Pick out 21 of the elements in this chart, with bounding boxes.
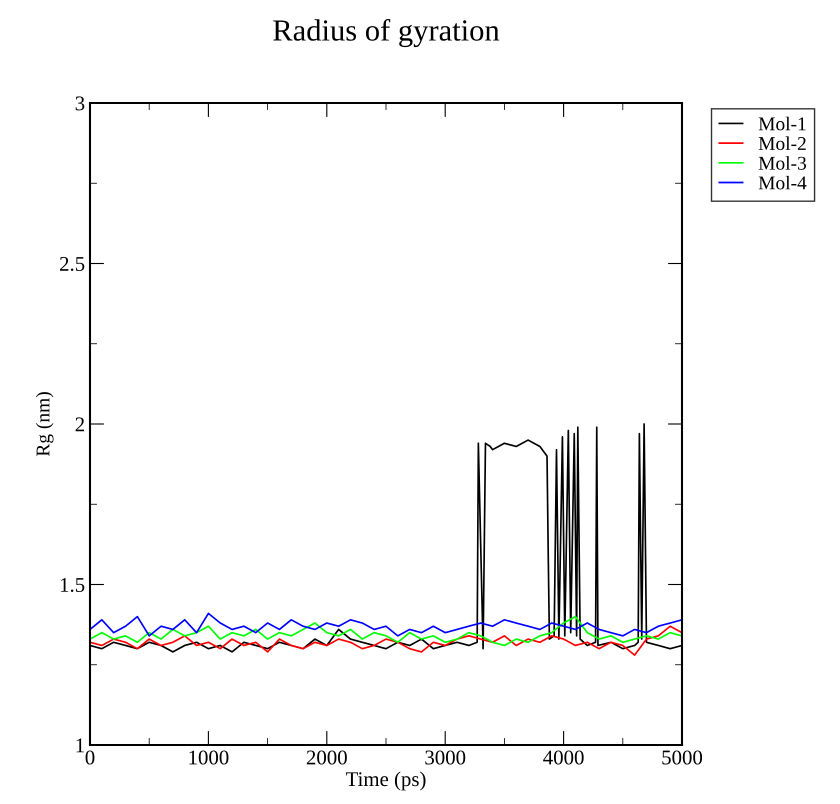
line-series — [90, 625, 682, 656]
x-axis-title: Time (ps) — [346, 772, 426, 790]
x-tick-label: 0 — [86, 750, 94, 765]
legend-label: Mol-3 — [758, 156, 806, 170]
y-tick-label: 2.5 — [60, 256, 84, 272]
chart-title: Radius of gyration — [273, 18, 500, 48]
x-tick-label: 5000 — [662, 750, 702, 765]
y-axis-title: Rg (nm) — [36, 392, 54, 456]
x-tick-label: 1000 — [189, 750, 228, 765]
legend-label: Mol-2 — [758, 136, 806, 150]
legend-label: Mol-1 — [758, 116, 806, 130]
x-tick-label: 3000 — [425, 750, 466, 765]
x-tick-label: 2000 — [306, 750, 347, 765]
x-tick-label: 4000 — [543, 750, 584, 765]
y-tick-label: 1 — [76, 738, 84, 752]
legend-label: Mol-4 — [758, 176, 806, 190]
y-tick-label: 1.5 — [60, 578, 84, 592]
y-tick-label: 2 — [76, 417, 84, 432]
y-tick-label: 3 — [76, 96, 84, 110]
line-series — [90, 616, 682, 646]
line-series — [90, 612, 682, 637]
